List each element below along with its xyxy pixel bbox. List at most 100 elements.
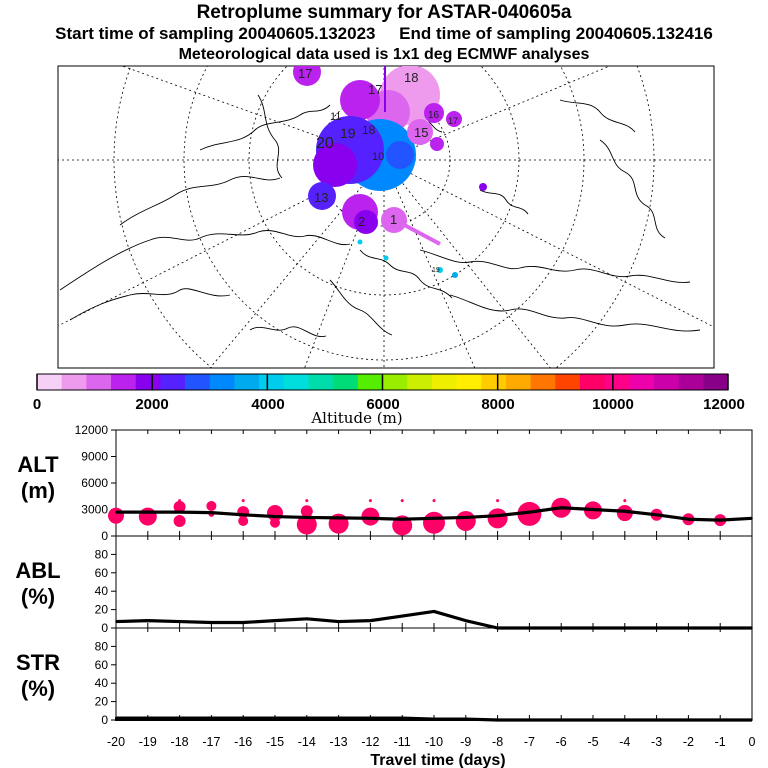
x-tick-label: -14 bbox=[298, 735, 316, 749]
time-series-panels: 030006000900012000ALT(m)020406080ABL(%)0… bbox=[15, 423, 755, 768]
altitude-cluster-dot bbox=[368, 499, 372, 503]
x-tick-label: 0 bbox=[749, 735, 756, 749]
colorbar-swatch bbox=[308, 374, 334, 390]
plume-label: 13 bbox=[314, 190, 328, 205]
series-point bbox=[306, 717, 308, 719]
series-point bbox=[178, 511, 181, 513]
x-tick-label: -19 bbox=[139, 735, 157, 749]
x-tick-label: -1 bbox=[715, 735, 726, 749]
series-point bbox=[210, 717, 213, 719]
colorbar-tick: 6000 bbox=[366, 396, 399, 413]
met-data-label: Meteorological data used is 1x1 deg ECMW… bbox=[178, 46, 590, 63]
plume-cluster bbox=[357, 239, 363, 245]
colorbar-swatch bbox=[357, 374, 383, 390]
colorbar-swatch bbox=[579, 374, 606, 390]
series-point bbox=[401, 717, 404, 719]
altitude-cluster-dot bbox=[496, 499, 500, 503]
chart-title: Retroplume summary for ASTAR-040605a bbox=[196, 2, 572, 23]
series-point bbox=[687, 518, 690, 521]
series-point bbox=[147, 717, 149, 719]
x-tick-label: -3 bbox=[651, 735, 662, 749]
series-point bbox=[751, 719, 753, 721]
series-point bbox=[337, 620, 340, 623]
series-point bbox=[465, 516, 467, 519]
y-tick-label: 80 bbox=[95, 639, 109, 653]
plume-cluster bbox=[424, 103, 444, 123]
altitude-cluster-dot bbox=[400, 499, 404, 503]
series-point bbox=[528, 719, 531, 721]
x-tick-label: -11 bbox=[394, 735, 411, 749]
y-tick-label: 80 bbox=[95, 547, 109, 561]
x-tick-label: -13 bbox=[330, 735, 348, 749]
colorbar-tick: 4000 bbox=[251, 396, 284, 413]
plume-cluster bbox=[446, 111, 462, 127]
y-tick-label: 6000 bbox=[81, 476, 108, 490]
series-point bbox=[147, 511, 149, 513]
colorbar-tick: 2000 bbox=[135, 396, 168, 413]
colorbar-swatch bbox=[135, 374, 161, 390]
series-point bbox=[401, 518, 404, 521]
x-tick-label: -12 bbox=[361, 735, 379, 749]
alt-label: ALT bbox=[17, 452, 59, 477]
colorbar-swatch bbox=[259, 374, 285, 390]
series-point bbox=[210, 621, 213, 624]
colorbar-swatch bbox=[653, 374, 680, 390]
colorbar-tick: 8000 bbox=[481, 396, 514, 413]
x-tick-label: -8 bbox=[492, 735, 503, 749]
series-point bbox=[528, 511, 531, 513]
plume-label: 11 bbox=[330, 111, 341, 123]
plume-label: 18 bbox=[362, 123, 376, 137]
plume-label: 16 bbox=[428, 110, 440, 121]
x-tick-label: -9 bbox=[460, 735, 471, 749]
y-tick-label: 60 bbox=[95, 566, 109, 580]
x-tick-label: -10 bbox=[425, 735, 443, 749]
altitude-cluster-dot bbox=[487, 508, 508, 529]
panel-frame bbox=[115, 535, 753, 629]
x-tick-label: -7 bbox=[524, 735, 535, 749]
plume-cluster bbox=[437, 267, 443, 273]
series-point bbox=[465, 619, 467, 622]
colorbar-label: Altitude (m) bbox=[310, 409, 402, 427]
plume-cluster bbox=[354, 210, 378, 234]
x-tick-label: -16 bbox=[234, 735, 252, 749]
end-time-label: End time of sampling 20040605.132416 bbox=[399, 24, 713, 43]
plume-cluster bbox=[430, 137, 444, 151]
alt-unit: (m) bbox=[21, 478, 55, 503]
colorbar-swatch bbox=[234, 374, 260, 390]
abl-panel: 0 20 40 60 80 ABL(%) bbox=[15, 535, 753, 635]
y-tick-label: 3000 bbox=[81, 503, 108, 517]
colorbar-swatch bbox=[481, 374, 507, 390]
altitude-cluster-dot bbox=[423, 511, 445, 534]
series-point bbox=[242, 621, 244, 624]
altitude-cluster-dot bbox=[238, 515, 249, 526]
colorbar-swatch bbox=[431, 374, 457, 390]
altitude-cluster-dot bbox=[270, 517, 280, 528]
plume-label: 19 bbox=[340, 125, 356, 141]
colorbar-swatch bbox=[555, 374, 581, 390]
str-unit: (%) bbox=[21, 676, 55, 701]
colorbar-swatch bbox=[111, 374, 137, 390]
str-label: STR bbox=[16, 650, 60, 675]
series-point bbox=[306, 516, 308, 519]
series-point bbox=[560, 506, 562, 509]
altitude-cluster-dot bbox=[623, 499, 627, 503]
series-point bbox=[178, 620, 181, 623]
coastlines bbox=[59, 94, 701, 338]
series-point bbox=[115, 620, 117, 623]
y-tick-label: 0 bbox=[101, 621, 108, 635]
plume-label: 20 bbox=[316, 135, 334, 152]
map-content: 17 18 17 16 15 17 20 19 18 13 2 1 11 10 … bbox=[58, 66, 714, 368]
x-tick-label: -18 bbox=[171, 735, 189, 749]
series-point bbox=[624, 719, 626, 721]
colorbar-swatch bbox=[185, 374, 211, 390]
altitude-cluster-dot bbox=[559, 499, 563, 503]
sampling-times: Start time of sampling 20040605.132023 E… bbox=[0, 24, 768, 44]
colorbar-swatch bbox=[160, 374, 186, 390]
colorbar-swatch bbox=[86, 374, 112, 390]
y-tick-label: 9000 bbox=[81, 450, 108, 464]
y-tick-label: 0 bbox=[101, 529, 108, 543]
colorbar-swatch bbox=[456, 374, 482, 390]
series-point bbox=[560, 719, 562, 721]
colorbar-swatch bbox=[61, 374, 87, 390]
